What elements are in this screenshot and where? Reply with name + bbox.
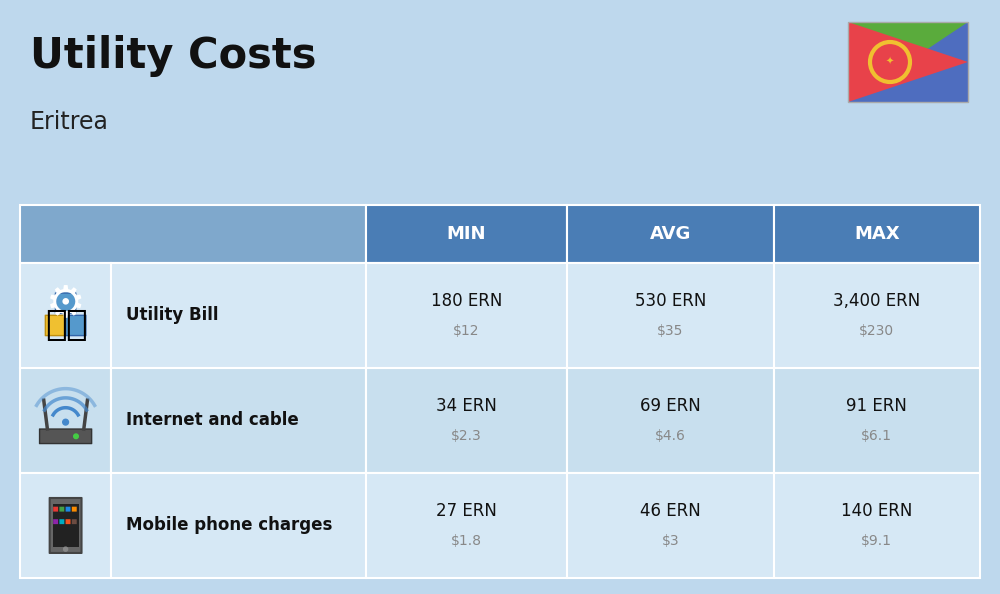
- FancyBboxPatch shape: [774, 263, 980, 368]
- Text: Eritrea: Eritrea: [30, 110, 109, 134]
- FancyBboxPatch shape: [366, 263, 567, 368]
- FancyBboxPatch shape: [66, 315, 86, 336]
- Polygon shape: [848, 22, 968, 102]
- FancyBboxPatch shape: [774, 205, 980, 263]
- FancyBboxPatch shape: [20, 205, 366, 263]
- Text: 91 ERN: 91 ERN: [846, 397, 907, 415]
- FancyBboxPatch shape: [567, 205, 774, 263]
- FancyBboxPatch shape: [20, 473, 111, 578]
- Text: 530 ERN: 530 ERN: [635, 292, 706, 309]
- Text: $35: $35: [657, 324, 684, 338]
- Text: 27 ERN: 27 ERN: [436, 502, 497, 520]
- Text: $230: $230: [859, 324, 894, 338]
- FancyBboxPatch shape: [66, 519, 71, 524]
- FancyBboxPatch shape: [59, 519, 64, 524]
- FancyBboxPatch shape: [53, 507, 58, 511]
- Circle shape: [74, 434, 78, 438]
- FancyBboxPatch shape: [366, 473, 567, 578]
- Text: $6.1: $6.1: [861, 429, 892, 443]
- Text: $9.1: $9.1: [861, 534, 892, 548]
- FancyBboxPatch shape: [774, 368, 980, 473]
- Circle shape: [63, 419, 68, 425]
- FancyBboxPatch shape: [20, 263, 111, 368]
- Text: MIN: MIN: [447, 225, 486, 243]
- Text: 34 ERN: 34 ERN: [436, 397, 497, 415]
- FancyBboxPatch shape: [72, 519, 77, 524]
- Text: 3,400 ERN: 3,400 ERN: [833, 292, 920, 309]
- Circle shape: [64, 547, 68, 551]
- Text: $12: $12: [453, 324, 480, 338]
- Text: MAX: MAX: [854, 225, 900, 243]
- FancyBboxPatch shape: [59, 507, 64, 511]
- Polygon shape: [848, 22, 968, 102]
- Text: ⚙: ⚙: [46, 282, 85, 325]
- FancyBboxPatch shape: [111, 368, 366, 473]
- Text: 140 ERN: 140 ERN: [841, 502, 912, 520]
- Text: 💧: 💧: [65, 308, 87, 343]
- FancyBboxPatch shape: [567, 473, 774, 578]
- Text: 🔌: 🔌: [45, 308, 66, 343]
- FancyBboxPatch shape: [72, 507, 77, 511]
- Text: 69 ERN: 69 ERN: [640, 397, 701, 415]
- Text: ✦: ✦: [886, 57, 894, 67]
- FancyBboxPatch shape: [774, 473, 980, 578]
- Text: $2.3: $2.3: [451, 429, 482, 443]
- Text: $3: $3: [662, 534, 679, 548]
- FancyBboxPatch shape: [53, 519, 58, 524]
- Text: Internet and cable: Internet and cable: [126, 412, 299, 429]
- FancyBboxPatch shape: [55, 293, 76, 314]
- Text: $1.8: $1.8: [451, 534, 482, 548]
- Text: Mobile phone charges: Mobile phone charges: [126, 516, 333, 535]
- FancyBboxPatch shape: [366, 368, 567, 473]
- FancyBboxPatch shape: [53, 504, 79, 547]
- Text: Utility Costs: Utility Costs: [30, 35, 316, 77]
- Polygon shape: [848, 22, 968, 102]
- Text: $4.6: $4.6: [655, 429, 686, 443]
- FancyBboxPatch shape: [50, 498, 82, 553]
- Text: AVG: AVG: [650, 225, 691, 243]
- FancyBboxPatch shape: [111, 473, 366, 578]
- Text: 180 ERN: 180 ERN: [431, 292, 502, 309]
- FancyBboxPatch shape: [40, 429, 92, 444]
- FancyBboxPatch shape: [45, 315, 66, 336]
- FancyBboxPatch shape: [567, 368, 774, 473]
- FancyBboxPatch shape: [111, 263, 366, 368]
- FancyBboxPatch shape: [20, 368, 111, 473]
- FancyBboxPatch shape: [567, 263, 774, 368]
- FancyBboxPatch shape: [366, 205, 567, 263]
- Text: Utility Bill: Utility Bill: [126, 307, 219, 324]
- Text: 46 ERN: 46 ERN: [640, 502, 701, 520]
- FancyBboxPatch shape: [66, 507, 71, 511]
